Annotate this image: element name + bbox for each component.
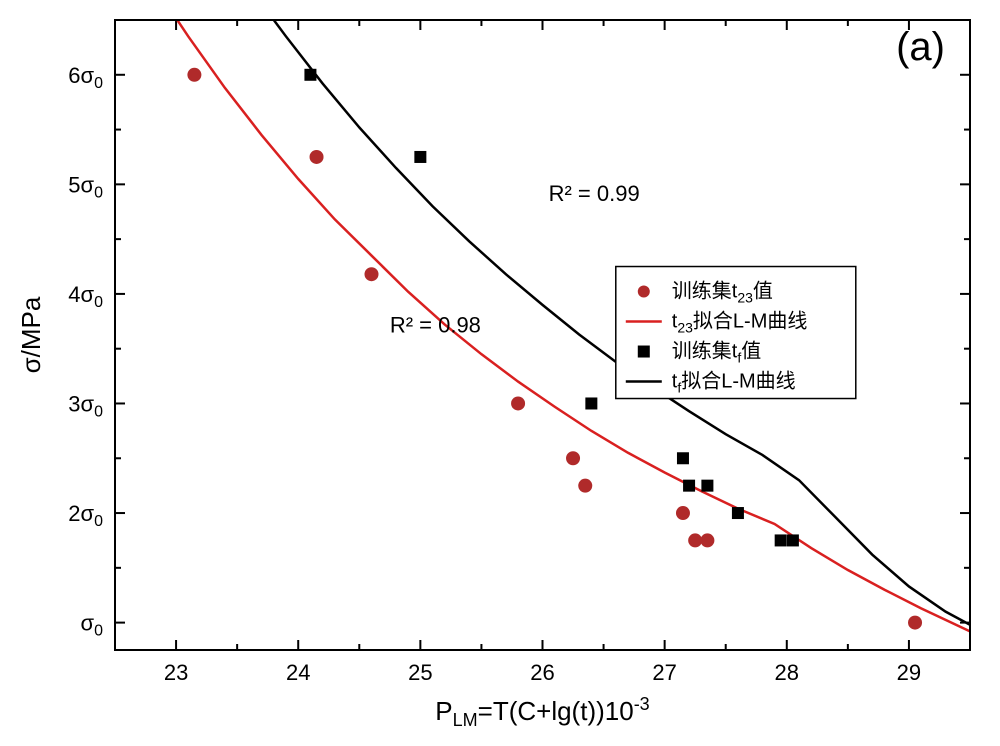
- x-tick-label: 26: [530, 660, 554, 685]
- t23_points-marker: [511, 396, 525, 410]
- chart-svg: 23 24 25 26 27 28 29 σ0 2σ0 3σ0 4σ0 5σ0 6σ0 PLM=T(C+l…: [0, 0, 1000, 746]
- y-tick-label: 6σ0: [68, 63, 103, 92]
- tf_points-marker: [683, 480, 695, 492]
- x-tick-label: 29: [897, 660, 921, 685]
- tf_points-marker: [304, 69, 316, 81]
- panel-label: (a): [896, 25, 945, 69]
- annotation-r2_black: R² = 0.99: [549, 181, 640, 206]
- tf_points-marker: [677, 452, 689, 464]
- t23_points-marker: [566, 451, 580, 465]
- tf_points-marker: [414, 151, 426, 163]
- t23_points-marker: [187, 68, 201, 82]
- t23_points-marker: [688, 533, 702, 547]
- legend-label: tf拟合L-M曲线: [672, 370, 796, 396]
- t23_points-marker: [578, 479, 592, 493]
- legend-marker: [638, 346, 650, 358]
- legend-marker: [638, 286, 650, 298]
- y-tick-label: 2σ0: [68, 501, 103, 530]
- y-axis-label: σ/MPa: [16, 296, 46, 373]
- t23_points-marker: [908, 616, 922, 630]
- x-tick-label: 28: [775, 660, 799, 685]
- t23_points-marker: [676, 506, 690, 520]
- chart-container: 23 24 25 26 27 28 29 σ0 2σ0 3σ0 4σ0 5σ0 6σ0 PLM=T(C+l…: [0, 0, 1000, 746]
- legend-label: 训练集t23值: [672, 280, 773, 306]
- legend-label: 训练集tf值: [672, 340, 761, 366]
- y-tick-label: σ0: [81, 611, 104, 640]
- tf_points-marker: [585, 397, 597, 409]
- tf_points-marker: [775, 534, 787, 546]
- legend-label: t23拟合L-M曲线: [672, 310, 808, 336]
- x-tick-label: 23: [164, 660, 188, 685]
- y-tick-label: 5σ0: [68, 172, 103, 201]
- y-tick-label: 3σ0: [68, 391, 103, 420]
- t23_points-marker: [310, 150, 324, 164]
- annotation-r2_red: R² = 0.98: [390, 312, 481, 337]
- x-tick-label: 27: [652, 660, 676, 685]
- x-tick-label: 25: [408, 660, 432, 685]
- tf_points-marker: [701, 480, 713, 492]
- t23_points-marker: [365, 267, 379, 281]
- tf_points-marker: [787, 534, 799, 546]
- x-axis-label: PLM=T(C+lg(t))10-3: [435, 694, 649, 730]
- tf_points-marker: [732, 507, 744, 519]
- x-tick-label: 24: [286, 660, 310, 685]
- t23_points-marker: [700, 533, 714, 547]
- y-tick-label: 4σ0: [68, 282, 103, 311]
